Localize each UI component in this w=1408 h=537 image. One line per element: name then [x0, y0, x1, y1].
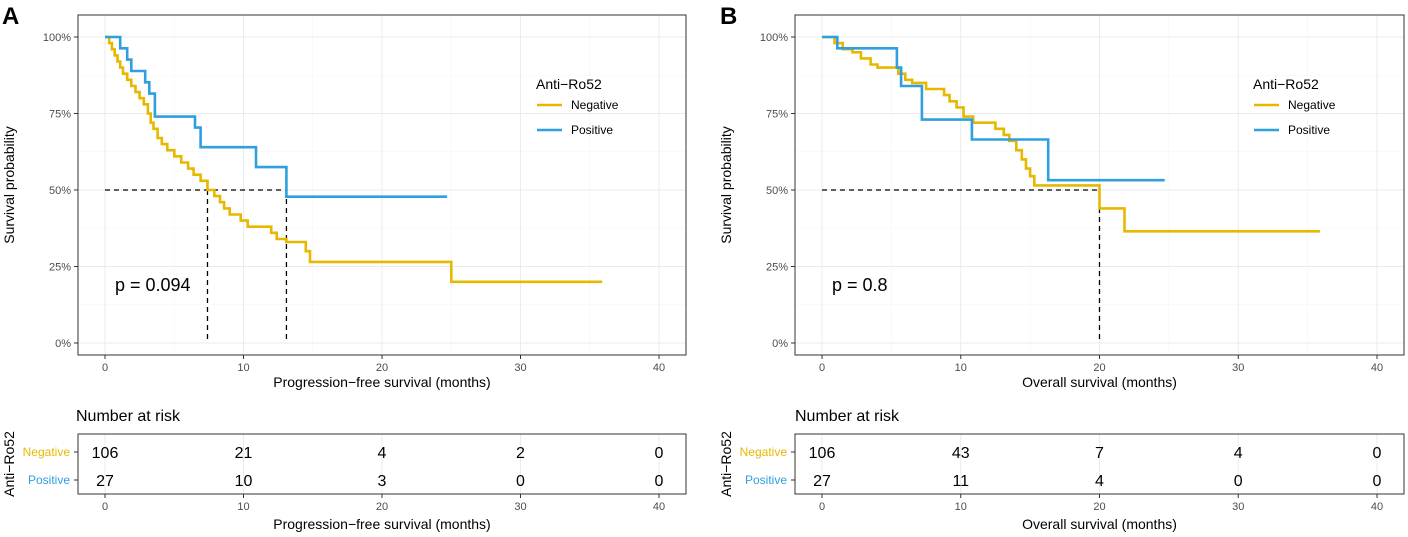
panel-letter: B	[720, 3, 737, 30]
legend-label-positive: Positive	[1288, 123, 1330, 137]
panel-a: A0%25%50%75%100%0 10 20 30 40Progression−fre…	[1, 3, 687, 532]
legend-label-negative: Negative	[1288, 98, 1336, 112]
risk-count: 10	[235, 473, 253, 490]
risk-x-axis-title: Progression−free survival (months)	[273, 516, 490, 532]
risk-x-tick-label: 0	[102, 501, 108, 513]
km-curve-negative	[105, 35, 603, 284]
x-tick-label: 10	[955, 362, 967, 374]
legend-label-positive: Positive	[571, 123, 613, 137]
km-curve-positive	[105, 35, 448, 198]
risk-x-tick-label: 30	[1232, 501, 1244, 513]
km-curve-negative	[822, 35, 1321, 233]
risk-count: 4	[1234, 445, 1243, 462]
x-axis-title: Progression−free survival (months)	[273, 374, 490, 390]
risk-count: 0	[655, 473, 664, 490]
risk-x-tick-label: 10	[237, 501, 249, 513]
y-tick-label: 100%	[43, 32, 71, 44]
legend: Anti−Ro52 Negative Positive	[1253, 76, 1336, 137]
y-tick-label: 75%	[49, 109, 71, 121]
risk-row-label-negative: Negative	[740, 445, 788, 459]
risk-strata-title: Anti−Ro52	[718, 431, 734, 497]
y-tick-label: 25%	[766, 262, 788, 274]
x-tick-label: 20	[376, 362, 388, 374]
risk-x-tick-label: 40	[1371, 501, 1383, 513]
risk-count: 11	[952, 473, 969, 490]
legend: Anti−Ro52 Negative Positive	[536, 76, 619, 137]
risk-count: 3	[378, 473, 387, 490]
y-axis-title: Survival probability	[1, 126, 17, 244]
x-tick-label: 40	[1371, 362, 1383, 374]
x-tick-label: 20	[1093, 362, 1105, 374]
x-axis-title: Overall survival (months)	[1022, 374, 1177, 390]
x-tick-label: 40	[653, 362, 665, 374]
y-tick-label: 0%	[55, 338, 71, 350]
risk-table-title: Number at risk	[795, 408, 900, 425]
median-lines	[822, 189, 1101, 343]
risk-x-tick-label: 0	[819, 501, 825, 513]
risk-count: 21	[235, 445, 253, 462]
x-tick-label: 10	[237, 362, 249, 374]
y-axis-title: Survival probability	[718, 126, 734, 244]
risk-x-tick-label: 40	[653, 501, 665, 513]
y-tick-label: 75%	[766, 109, 788, 121]
risk-table-title: Number at risk	[76, 408, 181, 425]
x-tick-label: 0	[102, 362, 108, 374]
y-tick-label: 100%	[760, 32, 788, 44]
p-value-label: p = 0.094	[115, 275, 191, 295]
risk-count: 2	[516, 445, 525, 462]
x-tick-label: 0	[819, 362, 825, 374]
risk-count: 7	[1095, 445, 1104, 462]
y-tick-label: 25%	[49, 262, 71, 274]
risk-x-tick-label: 10	[955, 501, 967, 513]
legend-label-negative: Negative	[571, 98, 619, 112]
risk-count: 0	[1373, 445, 1382, 462]
risk-count: 0	[516, 473, 525, 490]
risk-count: 106	[809, 445, 836, 462]
p-value-label: p = 0.8	[832, 275, 888, 295]
x-tick-label: 30	[1232, 362, 1244, 374]
risk-count: 0	[1373, 473, 1382, 490]
y-tick-label: 50%	[766, 185, 788, 197]
risk-row-label-positive: Positive	[28, 473, 70, 487]
km-curve-positive	[822, 35, 1165, 182]
y-tick-label: 0%	[772, 338, 788, 350]
risk-x-axis-title: Overall survival (months)	[1022, 516, 1177, 532]
risk-count: 4	[1095, 473, 1104, 490]
risk-row-label-negative: Negative	[23, 445, 71, 459]
x-tick-label: 30	[514, 362, 526, 374]
risk-count: 27	[813, 473, 831, 490]
legend-title: Anti−Ro52	[536, 76, 602, 92]
median-lines	[105, 189, 288, 343]
risk-count: 106	[92, 445, 119, 462]
panel-letter: A	[2, 3, 19, 30]
risk-x-tick-label: 20	[1093, 501, 1105, 513]
risk-x-tick-label: 30	[514, 501, 526, 513]
risk-count: 4	[378, 445, 387, 462]
risk-count: 43	[952, 445, 970, 462]
risk-count: 0	[655, 445, 664, 462]
risk-x-tick-label: 20	[376, 501, 388, 513]
y-tick-label: 50%	[49, 185, 71, 197]
legend-title: Anti−Ro52	[1253, 76, 1319, 92]
risk-strata-title: Anti−Ro52	[1, 431, 17, 497]
risk-count: 27	[96, 473, 114, 490]
grid	[78, 15, 686, 355]
risk-row-label-positive: Positive	[745, 473, 787, 487]
risk-count: 0	[1234, 473, 1243, 490]
